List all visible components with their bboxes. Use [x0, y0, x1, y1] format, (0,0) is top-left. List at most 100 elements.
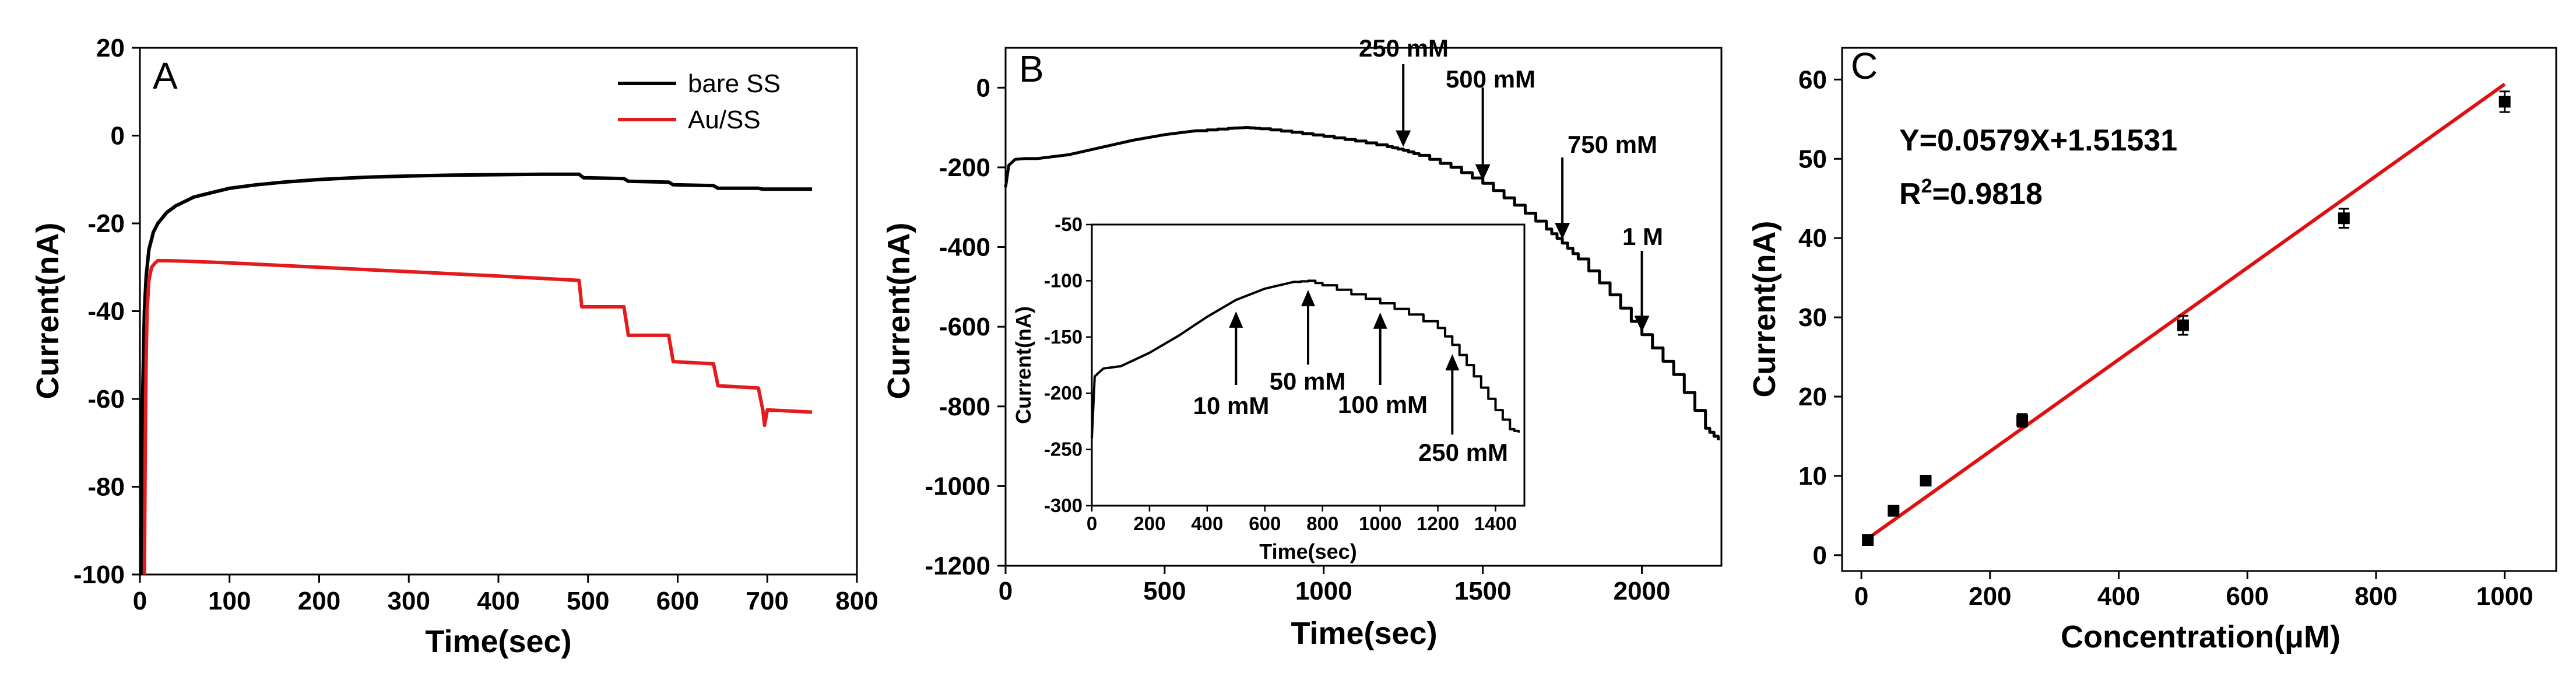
b-y-tick-label: -400 [939, 233, 990, 262]
panel-b: 0 500 1000 1500 2000-1200-1000-800-600-400-2… [881, 34, 1723, 651]
b-annotation-arrowhead-0 [1396, 130, 1411, 147]
b-y-tick-label: 0 [976, 73, 990, 102]
inset-plot [1091, 279, 1520, 439]
b-x-tick-label: 1500 [1454, 577, 1512, 605]
b-x-tick-label: 0 [999, 577, 1013, 605]
c-data-point [2016, 414, 2029, 426]
c-y-tick-label: 30 [1798, 303, 1827, 332]
a-x-tick-label: 300 [388, 587, 430, 615]
c-y-tick-label: 60 [1798, 65, 1827, 94]
a-series-line-0 [140, 172, 813, 575]
a-x-tick-label: 0 [133, 587, 147, 615]
inset-x-tick-label: 1200 [1417, 513, 1459, 534]
c-x-tick-label: 200 [1969, 582, 2011, 611]
inset-x-tick-label: 600 [1249, 513, 1281, 534]
panel-c-ticks: 0 200 400 600 800 1000 0 10 20 30 40 50 60 [1798, 65, 2533, 611]
inset-y-tick-label: -250 [1044, 439, 1083, 460]
panel-b-inset: 0 200 400 600 800 1000 1200 1400 -300 -250 -200 -15… [1011, 213, 1526, 563]
inset-y-tick-label: -300 [1044, 495, 1083, 516]
inset-annotation-250mm: 250 mM [1418, 439, 1508, 466]
annotation-750mm: 750 mM [1568, 131, 1657, 158]
inset-y-tick-label: -200 [1044, 382, 1083, 404]
c-y-tick-label: 0 [1813, 541, 1827, 570]
panel-a-ticks: 0 100 200 300 400 500 600 700 800-100-80-60-40-2… [73, 34, 878, 615]
b-y-tick-label: -600 [939, 313, 990, 341]
annotation-250mm: 250 mM [1359, 34, 1449, 62]
panel-a-plot [140, 172, 813, 575]
panel-c-ylabel: Current(nA) [1747, 221, 1782, 398]
inset-annotation-arrowhead-0 [1229, 311, 1243, 328]
a-y-tick-label: -100 [73, 561, 125, 589]
a-series-line-1 [142, 259, 813, 575]
b-x-tick-label: 1000 [1295, 577, 1352, 605]
panel-b-ticks: 0 500 1000 1500 2000-1200-1000-800-600-400-2… [925, 73, 1670, 605]
c-data-point [2177, 319, 2189, 331]
panel-a-legend: bare SS Au/SS [618, 69, 781, 134]
c-y-tick-label: 40 [1798, 224, 1827, 253]
a-x-tick-label: 500 [567, 587, 609, 615]
b-annotation-arrowhead-1 [1475, 164, 1491, 181]
annotation-1m: 1 M [1622, 223, 1663, 250]
inset-annotation-10mm: 10 mM [1193, 392, 1270, 419]
a-x-tick-label: 700 [746, 587, 789, 615]
b-y-tick-label: -800 [939, 393, 990, 421]
b-annotation-arrowhead-2 [1555, 223, 1570, 240]
inset-x-tick-label: 400 [1191, 513, 1223, 534]
panel-b-xlabel: Time(sec) [1291, 616, 1437, 651]
inset-annotation-arrowhead-3 [1445, 354, 1460, 371]
c-y-tick-label: 10 [1798, 462, 1827, 491]
inset-x-tick-label: 0 [1087, 513, 1097, 534]
c-x-tick-label: 1000 [2476, 582, 2533, 611]
inset-x-tick-label: 200 [1133, 513, 1165, 534]
a-y-tick-label: -80 [87, 473, 125, 502]
a-x-tick-label: 100 [208, 587, 251, 615]
a-x-tick-label: 400 [477, 587, 519, 615]
panel-c: 0 200 400 600 800 1000 0 10 20 30 40 50 60 C Concent… [1747, 45, 2557, 654]
c-x-tick-label: 800 [2354, 582, 2397, 611]
inset-y-tick-label: -100 [1044, 269, 1083, 291]
panel-a-ylabel: Current(nA) [30, 223, 65, 400]
c-data-point [2338, 212, 2350, 225]
inset-xlabel: Time(sec) [1259, 540, 1356, 563]
inset-x-tick-label: 800 [1306, 513, 1338, 534]
inset-annotations: 10 mM 50 mM 100 mM 250 mM [1193, 367, 1508, 466]
c-fit-line [1867, 82, 2506, 540]
inset-x-tick-label: 1000 [1359, 513, 1401, 534]
inset-annotation-100mm: 100 mM [1338, 391, 1428, 418]
panel-b-annotations: 250 mM 500 mM 750 mM 1 M [1359, 34, 1663, 250]
inset-annotation-arrowhead-1 [1301, 290, 1315, 307]
inset-ylabel: Current(nA) [1011, 306, 1035, 424]
c-data-point [1920, 475, 1932, 487]
c-y-tick-label: 50 [1798, 145, 1827, 173]
a-x-tick-label: 800 [835, 587, 878, 615]
a-y-tick-label: 20 [96, 34, 125, 62]
b-y-tick-label: -200 [939, 153, 990, 182]
fit-r-squared: R2=0.9818 [1899, 175, 2043, 211]
panel-c-plot [1862, 82, 2511, 546]
panel-c-frame [1841, 47, 2557, 572]
inset-ticks: 0 200 400 600 800 1000 1200 1400 -300 -250 -200 -15… [1044, 213, 1517, 534]
a-x-tick-label: 600 [656, 587, 699, 615]
b-y-tick-label: -1200 [925, 552, 990, 580]
c-x-tick-label: 400 [2097, 582, 2140, 611]
inset-y-tick-label: -50 [1055, 213, 1083, 235]
panel-a-xlabel: Time(sec) [425, 624, 571, 659]
panel-b-ylabel: Current(nA) [881, 223, 916, 400]
c-data-point [1862, 534, 1874, 546]
inset-series-line [1091, 279, 1520, 439]
c-data-point [2498, 96, 2511, 108]
c-data-point [1888, 505, 1900, 517]
panel-b-frame [1004, 47, 1723, 567]
c-x-tick-label: 600 [2226, 582, 2269, 611]
b-y-tick-label: -1000 [925, 472, 990, 500]
a-y-tick-label: -40 [87, 297, 125, 326]
b-annotation-arrowhead-3 [1634, 316, 1650, 332]
a-y-tick-label: -60 [87, 385, 125, 414]
legend-label-bare-ss: bare SS [688, 69, 781, 98]
fit-equation: Y=0.0579X+1.51531 [1899, 124, 2177, 157]
panel-b-label: B [1019, 48, 1044, 90]
b-series-line [1004, 126, 1720, 440]
c-x-tick-label: 0 [1854, 582, 1868, 611]
inset-annotation-50mm: 50 mM [1270, 367, 1346, 395]
